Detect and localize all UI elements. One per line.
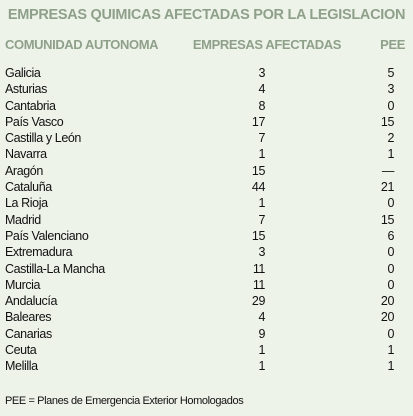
row-region: Navarra (5, 147, 47, 162)
row-pee: 20 (380, 310, 395, 325)
row-region: Asturias (5, 82, 47, 97)
table-row: Navarra 1 1 (0, 146, 413, 162)
row-region: Ceuta (5, 343, 37, 358)
row-region: Extremadura (5, 245, 73, 260)
row-pee: 2 (387, 131, 394, 146)
row-pee: 0 (387, 245, 394, 260)
row-pee: 1 (387, 343, 394, 358)
row-region: Canarias (5, 326, 52, 341)
row-region: Andalucía (5, 294, 57, 309)
table-row: Melilla 1 1 (0, 358, 413, 374)
table-row: Castilla y León 7 2 (0, 130, 413, 146)
row-pee: 0 (387, 277, 394, 292)
header-pee: PEE (380, 37, 405, 52)
row-count: 1 (258, 196, 265, 211)
row-region: Galicia (5, 66, 41, 80)
row-count: 9 (258, 326, 265, 341)
row-region: Castilla y León (5, 131, 81, 146)
table-row: Baleares 4 20 (0, 309, 413, 325)
row-count: 1 (258, 147, 265, 162)
row-pee: 15 (380, 114, 395, 129)
row-count: 1 (258, 343, 265, 358)
row-pee: 0 (387, 261, 394, 276)
table-row: Madrid 7 15 (0, 212, 413, 228)
row-count: 44 (251, 180, 266, 195)
table-row: Cantabria 8 0 (0, 98, 413, 114)
row-pee: 15 (380, 212, 395, 227)
row-region: País Valenciano (5, 228, 89, 243)
row-count: 11 (252, 277, 266, 292)
row-count: 1 (258, 359, 265, 374)
row-count: 7 (258, 131, 265, 146)
row-count: 4 (258, 82, 265, 97)
table-row: Ceuta 1 1 (0, 342, 413, 358)
table-row: La Rioja 1 0 (0, 195, 413, 211)
header-region: COMUNIDAD AUTONOMA (5, 37, 159, 52)
table-row: Cataluña 44 21 (0, 179, 413, 195)
row-region: Aragón (5, 163, 43, 178)
row-count: 15 (251, 163, 266, 178)
row-region: Murcia (5, 277, 41, 292)
row-count: 4 (258, 310, 265, 325)
row-count: 7 (258, 212, 265, 227)
row-pee: 0 (387, 196, 394, 211)
row-pee: 3 (387, 82, 394, 97)
table-row: Extremadura 3 0 (0, 244, 413, 260)
row-region: Madrid (5, 212, 41, 227)
table-row: Andalucía 29 20 (0, 293, 413, 309)
column-headers: COMUNIDAD AUTONOMA EMPRESAS AFECTADAS PE… (0, 37, 413, 53)
row-region: Cataluña (5, 180, 52, 195)
row-pee: 6 (387, 228, 394, 243)
row-pee: 0 (387, 326, 394, 341)
row-pee: 0 (387, 98, 394, 113)
row-count: 29 (251, 294, 266, 309)
table-body: Galicia 3 5 Asturias 4 3 Cantabria 8 0 País Vasco… (0, 65, 413, 375)
table-title: EMPRESAS QUIMICAS AFECTADAS POR LA LEGIS… (7, 7, 406, 23)
table-row: País Valenciano 15 6 (0, 228, 413, 244)
row-count: 8 (258, 98, 265, 113)
row-region: País Vasco (5, 114, 64, 129)
row-pee: 1 (387, 359, 394, 374)
table-row: País Vasco 17 15 (0, 114, 413, 130)
header-count: EMPRESAS AFECTADAS (192, 37, 341, 52)
row-count: 17 (251, 114, 266, 129)
table-row: Canarias 9 0 (0, 326, 413, 342)
table-row: Aragón 15 — (0, 163, 413, 179)
row-region: Melilla (5, 359, 38, 374)
row-pee: — (381, 163, 395, 178)
table-row: Asturias 4 3 (0, 81, 413, 97)
row-pee: 21 (380, 180, 395, 195)
table-row: Murcia 11 0 (0, 277, 413, 293)
row-count: 3 (258, 245, 265, 260)
row-pee: 5 (387, 66, 394, 80)
footnote: PEE = Planes de Emergencia Exterior Homo… (5, 395, 244, 407)
row-region: Baleares (5, 310, 52, 325)
row-pee: 1 (387, 147, 394, 162)
row-region: La Rioja (5, 196, 48, 211)
row-count: 15 (251, 228, 266, 243)
row-count: 11 (252, 261, 266, 276)
row-region: Cantabria (5, 98, 56, 113)
table-row: Castilla-La Mancha 11 0 (0, 261, 413, 277)
table-row: Galicia 3 5 (0, 65, 413, 81)
row-pee: 20 (380, 294, 395, 309)
row-count: 3 (258, 66, 265, 80)
row-region: Castilla-La Mancha (5, 261, 105, 276)
